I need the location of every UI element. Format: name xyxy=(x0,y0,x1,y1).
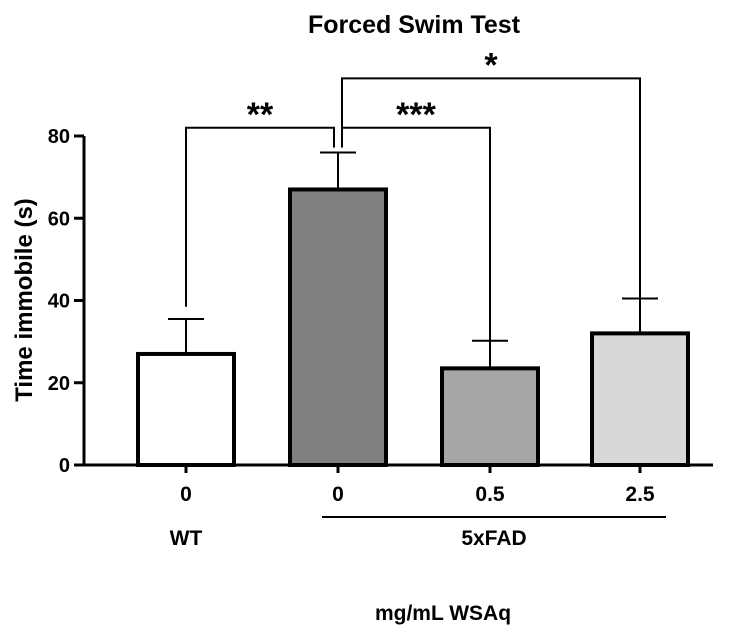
x-axis-label: mg/mL WSAq xyxy=(375,602,511,625)
significance-label: * xyxy=(484,46,498,84)
y-tick-label: 80 xyxy=(48,126,70,148)
x-tick-label: 0 xyxy=(180,483,192,506)
y-tick-label: 20 xyxy=(48,373,70,395)
significance-label: ** xyxy=(247,96,274,134)
significance-bracket xyxy=(341,77,641,330)
significance-label: *** xyxy=(396,96,436,134)
bar xyxy=(288,187,388,467)
y-tick-label: 60 xyxy=(48,208,70,230)
group-label: WT xyxy=(170,527,203,550)
x-tick-label: 2.5 xyxy=(625,483,655,506)
chart-title: Forced Swim Test xyxy=(308,11,521,39)
y-axis-label: Time immobile (s) xyxy=(11,198,38,402)
significance-bracket xyxy=(185,126,335,307)
y-tick-label: 0 xyxy=(59,455,70,477)
group-label: 5xFAD xyxy=(461,527,526,550)
x-tick-label: 0 xyxy=(332,483,344,506)
bar xyxy=(136,351,236,467)
y-tick-label: 40 xyxy=(48,291,70,313)
bar xyxy=(590,331,690,467)
x-tick-label: 0.5 xyxy=(475,483,505,506)
bar xyxy=(440,366,540,468)
